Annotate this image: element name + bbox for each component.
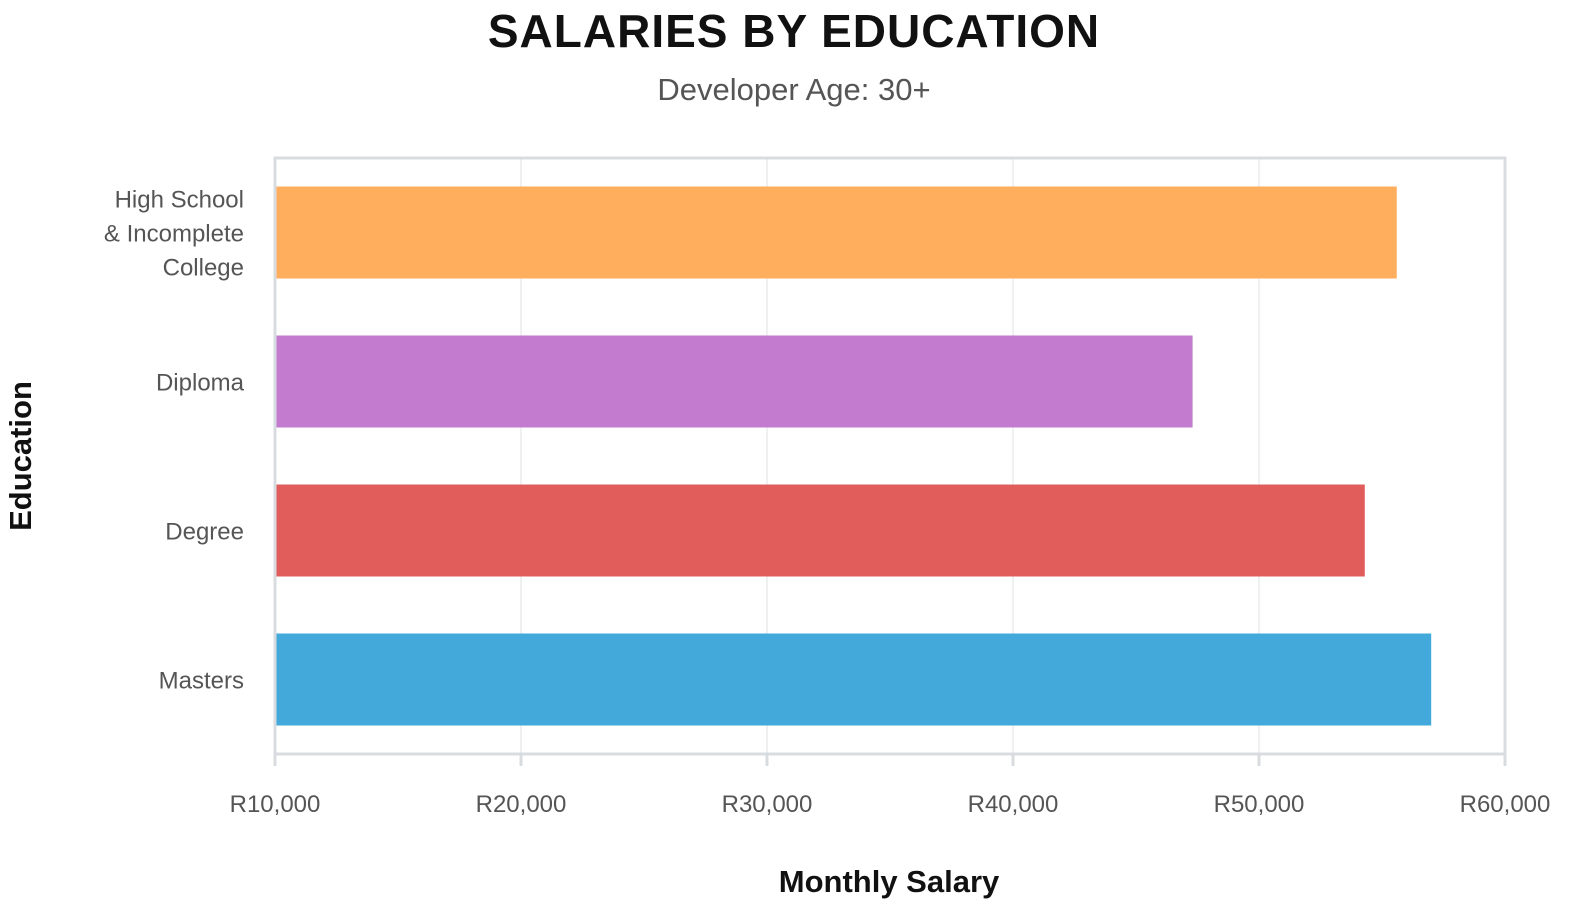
x-tick-label: R20,000 bbox=[476, 791, 567, 818]
bar bbox=[276, 335, 1193, 428]
plot-frame bbox=[273, 156, 1507, 766]
chart-title: SALARIES BY EDUCATION bbox=[487, 5, 1101, 57]
x-tick-label: R50,000 bbox=[1214, 791, 1305, 818]
y-axis-title: Education bbox=[3, 381, 38, 531]
x-tick-label: R10,000 bbox=[230, 791, 321, 818]
category-label: Degree bbox=[165, 519, 244, 546]
x-tick-label: R30,000 bbox=[722, 791, 813, 818]
category-label-line: College bbox=[163, 255, 244, 282]
bar bbox=[276, 484, 1365, 577]
bar bbox=[276, 186, 1397, 279]
x-tick-label: R60,000 bbox=[1460, 791, 1551, 818]
category-label-line: Degree bbox=[165, 519, 244, 546]
category-label: Diploma bbox=[156, 370, 245, 397]
category-label-line: Diploma bbox=[156, 370, 245, 397]
bar bbox=[276, 633, 1432, 726]
category-label: High School & Incomplete College bbox=[104, 187, 244, 282]
labels: R10,000 R20,000 R30,000 R40,000 R50,000 R60,0… bbox=[104, 187, 1550, 819]
category-label-line: High School bbox=[115, 187, 244, 214]
category-label-line: & Incomplete bbox=[104, 221, 244, 248]
x-axis-title: Monthly Salary bbox=[779, 864, 1000, 899]
x-tick-label: R40,000 bbox=[968, 791, 1059, 818]
category-label: Masters bbox=[159, 668, 244, 695]
bars bbox=[276, 186, 1432, 726]
plot-border bbox=[273, 156, 1507, 756]
category-label-line: Masters bbox=[159, 668, 244, 695]
chart-subtitle: Developer Age: 30+ bbox=[657, 72, 931, 107]
